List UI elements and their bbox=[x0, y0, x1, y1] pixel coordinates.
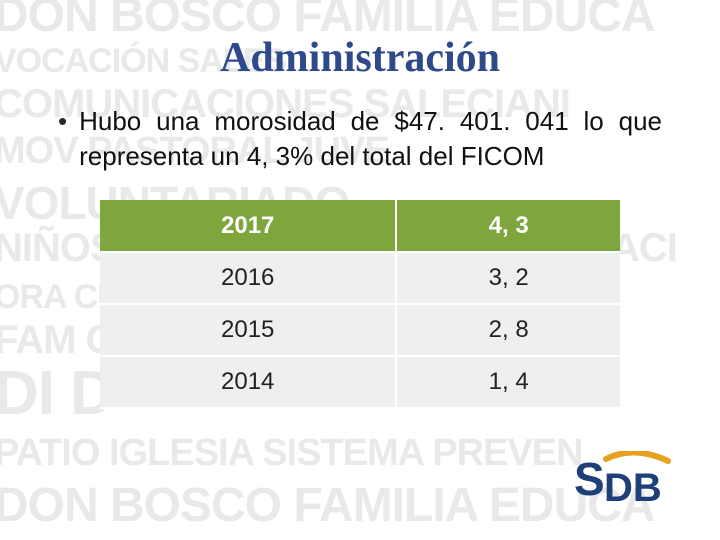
table-cell-value: 1, 4 bbox=[396, 356, 620, 408]
table-cell-year: 2014 bbox=[100, 356, 396, 408]
logo-s: S bbox=[574, 453, 605, 505]
table-cell-value: 2, 8 bbox=[396, 304, 620, 356]
logo-dot-icon bbox=[613, 452, 619, 458]
table-cell-year: 2016 bbox=[100, 252, 396, 304]
bullet-item: • Hubo una morosidad de $47. 401. 041 lo… bbox=[58, 104, 662, 174]
logo-db: DB bbox=[604, 466, 662, 510]
table-row: 2014 1, 4 bbox=[100, 356, 620, 408]
table-cell-year: 2015 bbox=[100, 304, 396, 356]
table-row: 2016 3, 2 bbox=[100, 252, 620, 304]
data-table: 2017 4, 3 2016 3, 2 2015 2, 8 2014 1, 4 bbox=[100, 200, 620, 409]
table-header-row: 2017 4, 3 bbox=[100, 200, 620, 252]
bullet-text: Hubo una morosidad de $47. 401. 041 lo q… bbox=[79, 104, 662, 174]
table-cell-value: 3, 2 bbox=[396, 252, 620, 304]
table-header-year: 2017 bbox=[100, 200, 396, 252]
table-header-value: 4, 3 bbox=[396, 200, 620, 252]
table-row: 2015 2, 8 bbox=[100, 304, 620, 356]
bullet-marker: • bbox=[58, 104, 67, 174]
slide-title: Administración bbox=[50, 34, 670, 82]
sdb-logo: S DB bbox=[574, 451, 684, 518]
